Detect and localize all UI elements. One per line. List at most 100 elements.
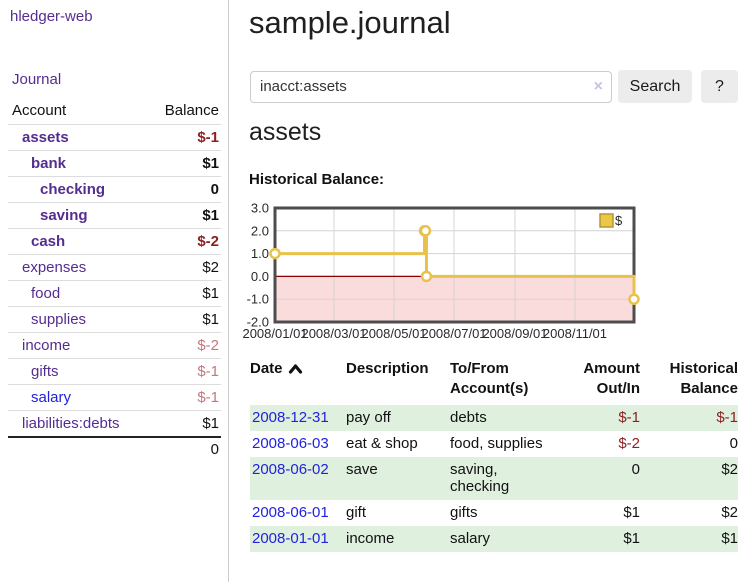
account-name-cell: liabilities:debts xyxy=(8,411,146,438)
help-button[interactable]: ? xyxy=(701,70,738,103)
transaction-row: 2008-01-01incomesalary$1$1 xyxy=(250,526,738,552)
account-row: saving$1 xyxy=(8,203,221,229)
account-balance: $2 xyxy=(146,255,221,281)
transaction-description: eat & shop xyxy=(346,431,450,457)
account-row: liabilities:debts $1 xyxy=(8,411,221,438)
account-name-cell: supplies xyxy=(8,307,146,333)
register-table-body: 2008-12-31pay offdebts$-1$-12008-06-03ea… xyxy=(250,405,738,552)
register-table: DateDescriptionTo/FromAccount(s)AmountOu… xyxy=(250,357,738,552)
x-axis-tick-label: 2008/11/01 xyxy=(543,326,607,341)
account-link-salary[interactable]: salary xyxy=(31,389,71,406)
transaction-balance: $2 xyxy=(640,457,738,500)
y-axis-tick-label: -1.0 xyxy=(247,292,269,307)
transaction-accounts: salary xyxy=(450,526,568,552)
page-title: sample.journal xyxy=(249,5,451,41)
accounts-total-row: 0 xyxy=(8,437,221,461)
account-name-cell: assets xyxy=(8,125,146,151)
account-balance: $1 xyxy=(146,281,221,307)
transaction-balance: $1 xyxy=(640,526,738,552)
account-row: gifts$-1 xyxy=(8,359,221,385)
transaction-date-link[interactable]: 2008-06-03 xyxy=(252,435,329,452)
transaction-date-cell: 2008-06-03 xyxy=(250,431,346,457)
account-balance: $-1 xyxy=(146,385,221,411)
x-axis-tick-label: 2008/03/01 xyxy=(301,326,366,341)
account-link-liabilities:debts[interactable]: liabilities:debts xyxy=(22,415,120,432)
transaction-balance: $2 xyxy=(640,500,738,526)
account-balance: $1 xyxy=(146,411,221,438)
transaction-date-link[interactable]: 2008-06-02 xyxy=(252,461,329,478)
account-name-cell: cash xyxy=(8,229,146,255)
transaction-accounts: debts xyxy=(450,405,568,431)
account-row: bank$1 xyxy=(8,151,221,177)
transaction-balance: 0 xyxy=(640,431,738,457)
account-link-supplies[interactable]: supplies xyxy=(31,311,86,328)
account-name-cell: gifts xyxy=(8,359,146,385)
transaction-date-link[interactable]: 2008-06-01 xyxy=(252,504,329,521)
transaction-amount: 0 xyxy=(568,457,640,500)
account-balance: $-2 xyxy=(146,229,221,255)
data-point xyxy=(630,295,639,304)
y-axis-tick-label: 0.0 xyxy=(251,269,269,284)
legend-label: $ xyxy=(615,213,623,228)
data-point xyxy=(271,249,280,258)
account-link-cash[interactable]: cash xyxy=(31,233,65,250)
account-link-expenses[interactable]: expenses xyxy=(22,259,86,276)
transaction-row: 2008-06-01giftgifts$1$2 xyxy=(250,500,738,526)
register-column-header-description[interactable]: Description xyxy=(346,357,450,405)
accounts-table: Account Balance assets$-1bank$1checking0… xyxy=(8,99,221,461)
transaction-amount: $-2 xyxy=(568,431,640,457)
account-link-bank[interactable]: bank xyxy=(31,155,66,172)
transaction-description: save xyxy=(346,457,450,500)
account-link-checking[interactable]: checking xyxy=(40,181,105,198)
account-name-cell: checking xyxy=(8,177,146,203)
transaction-row: 2008-06-03 eat & shopfood, supplies$-20 xyxy=(250,431,738,457)
legend-swatch xyxy=(600,214,613,227)
account-name-cell: food xyxy=(8,281,146,307)
historical-balance-chart[interactable]: 3.02.01.00.0-1.0-2.02008/01/012008/03/01… xyxy=(243,203,713,351)
account-link-assets[interactable]: assets xyxy=(22,129,69,146)
transaction-date-cell: 2008-12-31 xyxy=(250,405,346,431)
account-link-income[interactable]: income xyxy=(22,337,70,354)
account-balance: $-1 xyxy=(146,125,221,151)
app-brand-link[interactable]: hledger-web xyxy=(10,8,93,25)
account-row: expenses $2 xyxy=(8,255,221,281)
x-axis-tick-label: 2008/05/01 xyxy=(361,326,426,341)
transaction-accounts: food, supplies xyxy=(450,431,568,457)
clear-search-icon[interactable]: × xyxy=(594,78,603,96)
accounts-table-header: Account Balance xyxy=(8,99,221,125)
account-balance: $1 xyxy=(146,307,221,333)
register-column-header-date[interactable]: Date xyxy=(250,357,346,405)
account-row: supplies $1 xyxy=(8,307,221,333)
account-link-saving[interactable]: saving xyxy=(40,207,88,224)
account-link-gifts[interactable]: gifts xyxy=(31,363,59,380)
account-balance: $-2 xyxy=(146,333,221,359)
account-name-cell: salary xyxy=(8,385,146,411)
sidebar: hledger-web Journal Account Balance asse… xyxy=(0,0,229,582)
x-axis-tick-label: 2008/07/01 xyxy=(421,326,486,341)
register-column-header-historical[interactable]: HistoricalBalance xyxy=(640,357,738,405)
register-column-header-tofrom[interactable]: To/FromAccount(s) xyxy=(450,357,568,405)
data-point xyxy=(421,226,430,235)
transaction-date-cell: 2008-06-01 xyxy=(250,500,346,526)
account-heading: assets xyxy=(249,118,321,147)
transaction-date-link[interactable]: 2008-12-31 xyxy=(252,409,329,426)
transaction-date-link[interactable]: 2008-01-01 xyxy=(252,530,329,547)
account-link-food[interactable]: food xyxy=(31,285,60,302)
register-header-row: DateDescriptionTo/FromAccount(s)AmountOu… xyxy=(250,357,738,405)
accounts-header-balance: Balance xyxy=(146,99,221,125)
register-column-header-amount[interactable]: AmountOut/In xyxy=(568,357,640,405)
account-row: income $-2 xyxy=(8,333,221,359)
sidebar-item-journal[interactable]: Journal xyxy=(12,71,61,88)
account-row: cash $-2 xyxy=(8,229,221,255)
accounts-table-body: assets$-1bank$1checking0saving$1cash$-2e… xyxy=(8,125,221,438)
accounts-total-value: 0 xyxy=(146,437,221,461)
search-input[interactable] xyxy=(250,71,612,103)
account-balance: 0 xyxy=(146,177,221,203)
transaction-accounts: saving, checking xyxy=(450,457,568,500)
transaction-description: pay off xyxy=(346,405,450,431)
search-button[interactable]: Search xyxy=(618,70,692,103)
transaction-description: gift xyxy=(346,500,450,526)
account-row: assets $-1 xyxy=(8,125,221,151)
account-name-cell: income xyxy=(8,333,146,359)
account-row: checking 0 xyxy=(8,177,221,203)
